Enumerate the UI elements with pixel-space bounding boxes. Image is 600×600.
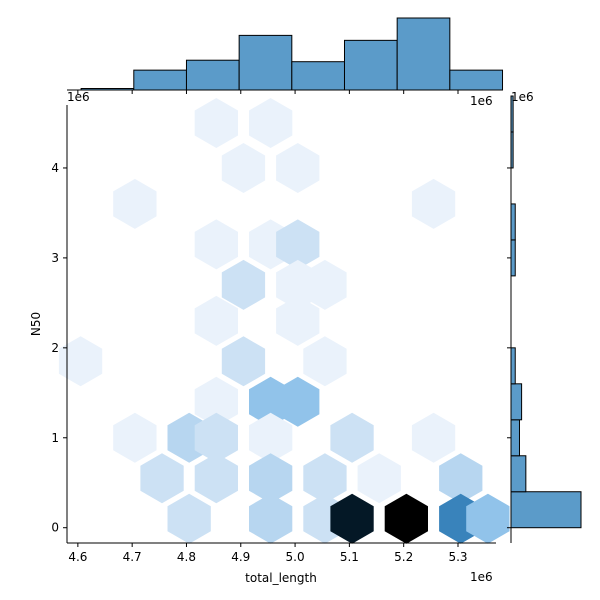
x-tick-label: 4.9 <box>231 550 250 564</box>
axes <box>66 89 512 544</box>
right-hist-offset-label: 1e6 <box>511 90 534 104</box>
hexbin-cell <box>194 219 238 270</box>
y-tick-label: 2 <box>51 341 59 355</box>
x-hist-bar <box>185 59 240 91</box>
hexbin-cell <box>113 412 157 463</box>
x-tick-label: 5.2 <box>394 550 413 564</box>
x-marginal-histogram <box>80 17 504 91</box>
hexbin-cell <box>249 98 293 148</box>
hexbin-cell <box>167 493 211 544</box>
hexbin-cell <box>303 336 347 387</box>
hexbin-cell <box>276 219 320 270</box>
hexbin-cell <box>303 259 347 310</box>
y-hist-bar <box>510 491 582 529</box>
y-hist-bar <box>510 347 516 385</box>
x-tick-label: 5.1 <box>340 550 359 564</box>
hexbin-cell <box>194 376 238 427</box>
x-hist-bar <box>133 69 187 91</box>
hexbin-cell <box>357 453 401 504</box>
hexbin-cell <box>276 295 320 346</box>
hexbin-cell <box>194 98 238 148</box>
hexbin-cell <box>140 453 184 504</box>
hexbin-cell <box>249 453 293 504</box>
x-hist-bar <box>343 39 398 91</box>
x-tick-label: 4.8 <box>177 550 196 564</box>
hexbin-cell <box>221 143 266 193</box>
hexbin-cell <box>113 178 157 229</box>
y-tick-label: 3 <box>51 251 59 265</box>
y-axis-label: N50 <box>29 312 43 336</box>
x-hist-bar <box>238 34 293 91</box>
y-hist-bar <box>510 383 523 421</box>
hexbin-cell <box>249 412 293 463</box>
y-tick-label: 0 <box>51 521 59 535</box>
y-marginal-histogram <box>510 95 582 529</box>
hexbin-cell <box>439 453 483 504</box>
y-tick-label: 4 <box>51 161 59 175</box>
hexbin-cell <box>221 259 266 310</box>
x-axis-label: total_length <box>245 571 317 585</box>
x-offset-label: 1e6 <box>470 570 493 584</box>
x-hist-bar <box>291 61 345 91</box>
x-tick-label: 4.6 <box>68 550 87 564</box>
x-hist-bar <box>449 69 504 91</box>
hexbin-cell <box>194 453 238 504</box>
x-tick-label: 5.3 <box>448 550 467 564</box>
x-tick-label: 5.0 <box>286 550 305 564</box>
hexbin-cell <box>303 453 347 504</box>
hexbin-cell <box>411 412 456 463</box>
y-hist-bar <box>510 455 527 493</box>
x-tick-label: 4.7 <box>123 550 142 564</box>
hexbin-cell <box>276 143 320 193</box>
hexbin-cell <box>194 412 238 463</box>
y-tick-label: 1 <box>51 431 59 445</box>
hexbin-cell <box>221 336 266 387</box>
y-hist-bar <box>510 203 516 241</box>
hexbin-cell <box>194 295 238 346</box>
x-hist-bar <box>396 17 451 91</box>
hexbin-cell <box>58 336 103 387</box>
hexbin-cell <box>330 493 374 544</box>
top-hist-offset-label: 1e6 <box>470 94 493 108</box>
hexbin-cell <box>249 493 293 544</box>
tick-group: 4.6 4.7 4.8 4.9 5.0 5.1 5.2 5.3 0 1 2 3 4 <box>51 90 511 564</box>
y-hist-bar <box>510 239 516 277</box>
hexbin-cell <box>384 493 428 544</box>
y-hist-bar <box>510 419 520 457</box>
y-offset-label: 1e6 <box>67 90 90 104</box>
hexbin-cell <box>276 376 320 427</box>
hexbin-cell <box>466 493 510 544</box>
hexbin-cell <box>411 178 456 229</box>
hexbin-plot <box>58 98 510 544</box>
hexbin-cell <box>330 412 374 463</box>
